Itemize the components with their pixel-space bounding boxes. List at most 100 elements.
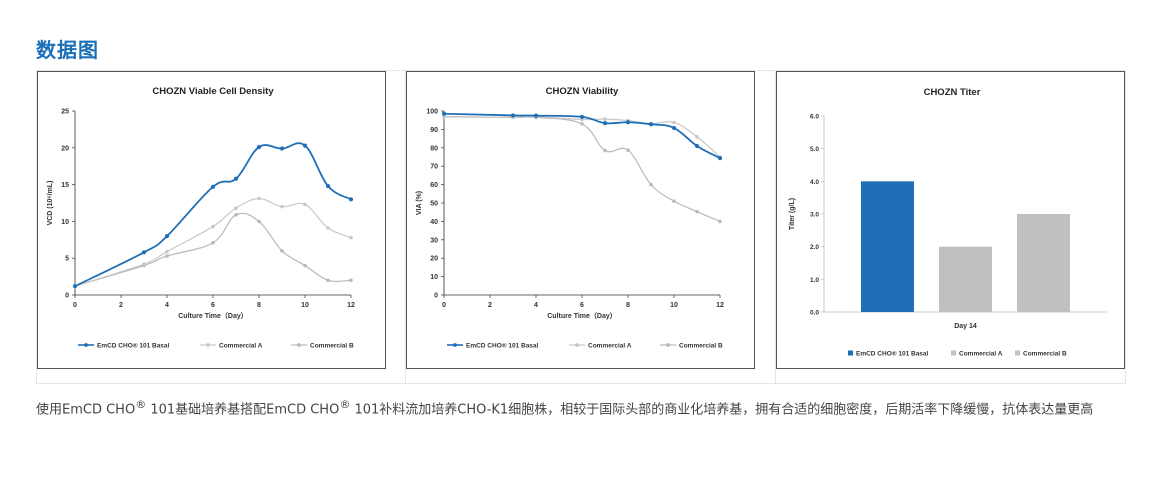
vcd-point-emcd	[233, 176, 239, 181]
titer-legend-swatch-commercial-a	[951, 350, 956, 356]
viability-series-line-emcd	[443, 112, 721, 159]
viability-x-tick-label: 2	[488, 302, 492, 309]
registered-mark-1: ®	[135, 398, 147, 411]
vcd-chart: CHOZN Viable Cell Density 0 5 10 15 20 25 0 2 4 6 8…	[47, 86, 355, 350]
viability-y-tick-label: 50	[430, 201, 438, 208]
viability-y-tick-label: 40	[430, 219, 438, 226]
figure-caption: 使用EmCD CHO® 101基础培养基搭配EmCD CHO® 101补料流加培…	[36, 388, 1131, 426]
viability-legend-marker-emcd	[453, 343, 457, 347]
vcd-x-tick-label: 8	[257, 302, 261, 309]
vcd-legend-label-commercial-a: Commercial A	[219, 343, 263, 350]
titer-y-tick-label: 6.0	[810, 114, 819, 121]
vcd-point-emcd	[164, 234, 170, 239]
vcd-series-line-commercial-a	[74, 197, 352, 287]
titer-x-axis-label: Day 14	[954, 323, 977, 330]
vcd-point-commercial-a	[211, 224, 215, 229]
vcd-point-emcd	[348, 197, 354, 202]
titer-bar-commercial-a	[939, 246, 992, 312]
titer-y-tick-label: 5.0	[810, 146, 819, 153]
viability-y-axis-label: VIA (%)	[416, 191, 423, 215]
vcd-series-line-emcd	[74, 142, 352, 287]
viability-y-tick-label: 60	[430, 182, 438, 189]
viability-y-tick-label: 100	[426, 109, 438, 116]
viability-x-tick-label: 6	[580, 302, 584, 309]
vcd-x-tick-label: 6	[211, 302, 215, 309]
viability-point-commercial-a	[442, 115, 446, 119]
vcd-x-axis-label: Culture Time（Day）	[178, 312, 248, 320]
viability-point-commercial-a	[603, 117, 607, 121]
viability-legend-marker-commercial-b	[666, 343, 670, 347]
vcd-point-emcd	[279, 146, 285, 151]
vcd-x-tick-label: 2	[119, 302, 123, 309]
viability-point-emcd	[441, 111, 447, 116]
titer-y-tick-label: 2.0	[810, 244, 819, 251]
viability-x-tick-label: 10	[670, 302, 678, 309]
viability-point-emcd	[602, 121, 608, 126]
vcd-point-commercial-a	[349, 235, 353, 240]
viability-x-tick-label: 12	[716, 302, 724, 309]
viability-y-tick-label: 80	[430, 145, 438, 152]
vcd-y-tick-label: 25	[61, 109, 69, 116]
vcd-point-commercial-a	[257, 196, 261, 201]
viability-x-tick-label: 0	[442, 302, 446, 309]
vcd-point-commercial-b	[234, 212, 238, 217]
vcd-y-tick-label: 20	[61, 145, 69, 152]
viability-legend-label-commercial-b: Commercial B	[679, 343, 723, 350]
vcd-legend-marker-commercial-a	[206, 343, 210, 347]
titer-legend-swatch-commercial-b	[1015, 350, 1020, 356]
registered-mark-2: ®	[339, 398, 351, 411]
caption-part-1: 使用EmCD CHO	[36, 402, 136, 418]
viability-point-emcd	[648, 122, 654, 127]
vcd-point-commercial-a	[326, 226, 330, 230]
viability-point-emcd	[671, 125, 677, 131]
vcd-legend-marker-emcd	[84, 343, 88, 347]
vcd-legend-label-emcd: EmCD CHO® 101 Basal	[97, 342, 170, 350]
viability-legend-label-emcd: EmCD CHO® 101 Basal	[466, 342, 539, 350]
viability-point-commercial-b	[672, 199, 676, 203]
viability-y-tick-label: 20	[430, 256, 438, 263]
vcd-series-line-commercial-b	[74, 212, 352, 287]
viability-x-tick-label: 4	[534, 302, 538, 309]
viability-point-emcd	[717, 156, 723, 161]
vcd-point-emcd	[325, 183, 331, 189]
vcd-x-tick-label: 0	[73, 302, 77, 309]
viability-y-tick-label: 90	[430, 127, 438, 134]
caption-part-3: 101补料流加培养CHO-K1细胞株，相较于国际头部的商业化培养基，拥有合适的细…	[350, 402, 1094, 418]
titer-chart-card: CHOZN Titer 0.0 1.0 2.0 3.0 4.0 5.0 6.0 Titer (g…	[775, 70, 1126, 384]
titer-legend-label-emcd: EmCD CHO® 101 Basal	[856, 350, 929, 358]
viability-point-commercial-b	[649, 182, 653, 187]
viability-y-tick-label: 10	[430, 274, 438, 281]
vcd-point-commercial-b	[303, 263, 307, 268]
vcd-point-emcd	[210, 184, 216, 189]
viability-y-tick-label: 70	[430, 164, 438, 171]
viability-point-commercial-b	[580, 122, 584, 126]
vcd-point-commercial-b	[257, 219, 261, 224]
vcd-chart-title: CHOZN Viable Cell Density	[152, 86, 274, 97]
vcd-point-commercial-a	[142, 262, 146, 266]
viability-point-commercial-b	[626, 148, 630, 152]
titer-legend-swatch-emcd	[848, 350, 853, 356]
titer-y-tick-label: 0.0	[810, 310, 819, 317]
vcd-point-commercial-a	[303, 202, 307, 207]
viability-point-emcd	[510, 113, 516, 118]
titer-bar-emcd	[861, 181, 914, 312]
viability-point-commercial-b	[718, 219, 722, 224]
vcd-chart-card: CHOZN Viable Cell Density 0 5 10 15 20 25 0 2 4 6 8…	[36, 70, 421, 384]
vcd-point-commercial-a	[165, 249, 169, 254]
vcd-point-emcd	[72, 284, 78, 289]
viability-legend-marker-commercial-a	[575, 343, 579, 347]
vcd-point-commercial-a	[280, 204, 284, 209]
titer-y-tick-label: 1.0	[810, 277, 819, 284]
viability-y-tick-label: 30	[430, 237, 438, 244]
viability-point-commercial-b	[603, 148, 607, 153]
titer-y-tick-label: 4.0	[810, 179, 819, 186]
viability-x-axis-label: Culture Time（Day）	[547, 312, 617, 320]
vcd-x-tick-label: 12	[347, 302, 355, 309]
titer-legend-label-commercial-a: Commercial A	[959, 351, 1003, 358]
section-title: 数据图	[36, 38, 99, 62]
viability-series-line-commercial-a	[443, 116, 721, 158]
titer-legend-label-commercial-b: Commercial B	[1023, 351, 1067, 358]
vcd-chart-frame: CHOZN Viable Cell Density 0 5 10 15 20 25 0 2 4 6 8…	[37, 71, 386, 369]
vcd-x-tick-label: 10	[301, 302, 309, 309]
viability-point-emcd	[694, 143, 700, 149]
